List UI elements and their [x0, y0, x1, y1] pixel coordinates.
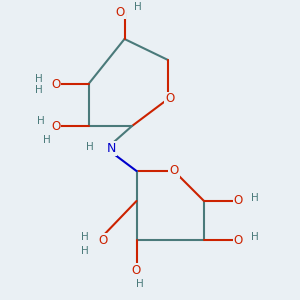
- Text: O: O: [51, 119, 60, 133]
- Text: H: H: [37, 116, 44, 126]
- Text: H: H: [43, 134, 50, 145]
- Text: H: H: [250, 232, 258, 242]
- Text: O: O: [169, 164, 178, 178]
- Text: O: O: [165, 92, 174, 106]
- Text: H: H: [35, 85, 43, 95]
- Text: H: H: [136, 279, 143, 289]
- Text: O: O: [132, 263, 141, 277]
- Text: O: O: [234, 233, 243, 247]
- Text: N: N: [106, 142, 116, 155]
- Text: H: H: [81, 232, 88, 242]
- Text: H: H: [81, 245, 88, 256]
- Text: H: H: [134, 2, 142, 13]
- Text: H: H: [250, 193, 258, 203]
- Text: H: H: [86, 142, 94, 152]
- Text: O: O: [234, 194, 243, 208]
- Text: O: O: [51, 77, 60, 91]
- Text: H: H: [35, 74, 43, 84]
- Text: O: O: [116, 5, 124, 19]
- Text: O: O: [98, 233, 107, 247]
